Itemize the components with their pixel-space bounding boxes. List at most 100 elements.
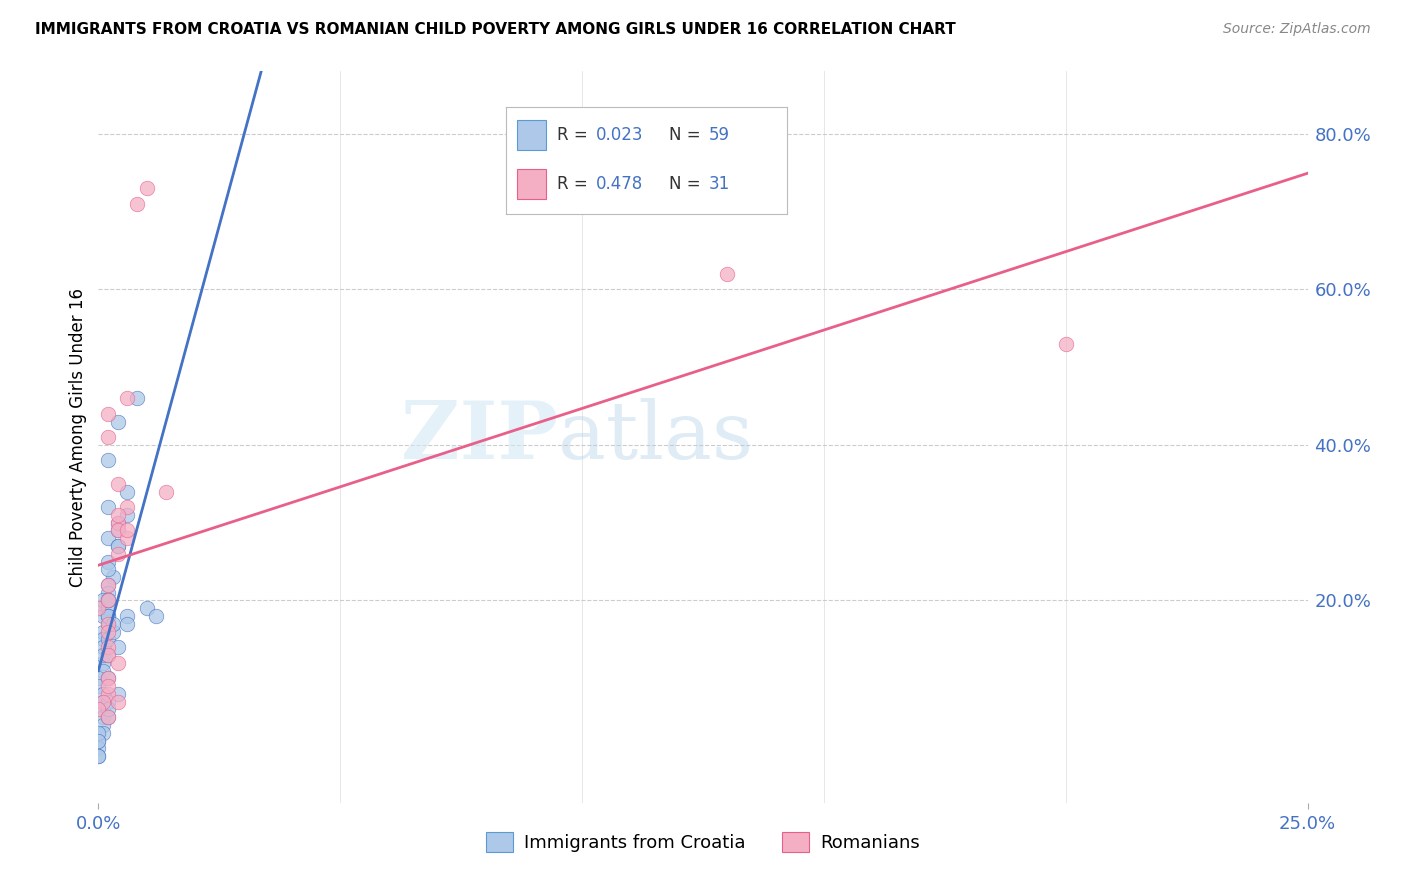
Legend: Immigrants from Croatia, Romanians: Immigrants from Croatia, Romanians	[479, 824, 927, 860]
Point	[91, 695, 114, 709]
Point	[117, 391, 139, 405]
Point	[87, 733, 110, 747]
Point	[97, 578, 120, 592]
Point	[117, 531, 139, 545]
Text: 31: 31	[709, 175, 730, 193]
Point	[97, 407, 120, 421]
Point	[87, 749, 110, 764]
Point	[97, 555, 120, 569]
Text: ZIP: ZIP	[401, 398, 558, 476]
Point	[107, 415, 129, 429]
Text: atlas: atlas	[558, 398, 754, 476]
Point	[91, 656, 114, 670]
Y-axis label: Child Poverty Among Girls Under 16: Child Poverty Among Girls Under 16	[69, 287, 87, 587]
Text: IMMIGRANTS FROM CROATIA VS ROMANIAN CHILD POVERTY AMONG GIRLS UNDER 16 CORRELATI: IMMIGRANTS FROM CROATIA VS ROMANIAN CHIL…	[35, 22, 956, 37]
Point	[107, 476, 129, 491]
Point	[91, 725, 114, 739]
Point	[127, 391, 149, 405]
Point	[97, 710, 120, 724]
Point	[97, 609, 120, 624]
Point	[87, 679, 110, 693]
Point	[91, 718, 114, 732]
Point	[101, 570, 124, 584]
Point	[97, 500, 120, 515]
Point	[97, 531, 120, 545]
Point	[97, 687, 120, 701]
Text: N =: N =	[669, 126, 700, 144]
Point	[87, 733, 110, 747]
Point	[87, 725, 110, 739]
Point	[107, 516, 129, 530]
Point	[91, 609, 114, 624]
Point	[91, 632, 114, 647]
Point	[97, 616, 120, 631]
Point	[135, 601, 157, 615]
Point	[87, 702, 110, 716]
Point	[91, 640, 114, 655]
FancyBboxPatch shape	[517, 169, 546, 199]
Point	[97, 702, 120, 716]
Point	[97, 562, 120, 576]
Point	[97, 593, 120, 607]
Text: 0.478: 0.478	[596, 175, 644, 193]
Text: 59: 59	[709, 126, 730, 144]
Point	[117, 609, 139, 624]
Point	[97, 609, 120, 624]
Point	[716, 267, 738, 281]
Point	[127, 196, 149, 211]
Point	[97, 593, 120, 607]
Point	[107, 508, 129, 522]
Point	[97, 593, 120, 607]
Point	[87, 601, 110, 615]
Point	[107, 516, 129, 530]
Point	[97, 710, 120, 724]
Point	[117, 484, 139, 499]
Point	[91, 664, 114, 678]
Point	[101, 624, 124, 639]
Point	[97, 695, 120, 709]
Point	[91, 687, 114, 701]
Point	[91, 624, 114, 639]
Point	[87, 601, 110, 615]
Point	[97, 640, 120, 655]
Point	[97, 601, 120, 615]
Text: R =: R =	[557, 175, 588, 193]
Point	[107, 524, 129, 538]
Point	[145, 609, 167, 624]
Point	[91, 593, 114, 607]
Point	[97, 679, 120, 693]
Point	[97, 585, 120, 599]
Point	[87, 749, 110, 764]
Point	[87, 741, 110, 756]
Point	[107, 656, 129, 670]
Point	[91, 648, 114, 662]
Point	[97, 624, 120, 639]
Point	[97, 648, 120, 662]
Point	[107, 539, 129, 553]
Point	[87, 702, 110, 716]
Point	[107, 539, 129, 553]
Text: 0.023: 0.023	[596, 126, 644, 144]
Point	[91, 710, 114, 724]
Point	[1054, 336, 1077, 351]
Point	[107, 640, 129, 655]
Point	[97, 671, 120, 685]
Point	[117, 508, 139, 522]
Point	[155, 484, 177, 499]
Point	[97, 671, 120, 685]
Point	[97, 430, 120, 444]
Point	[107, 687, 129, 701]
Point	[97, 648, 120, 662]
Point	[107, 524, 129, 538]
Point	[135, 181, 157, 195]
Point	[101, 616, 124, 631]
Point	[107, 547, 129, 561]
Point	[107, 695, 129, 709]
Point	[91, 695, 114, 709]
Point	[97, 453, 120, 467]
Point	[97, 632, 120, 647]
Point	[117, 616, 139, 631]
Point	[97, 578, 120, 592]
Point	[117, 524, 139, 538]
Point	[97, 616, 120, 631]
